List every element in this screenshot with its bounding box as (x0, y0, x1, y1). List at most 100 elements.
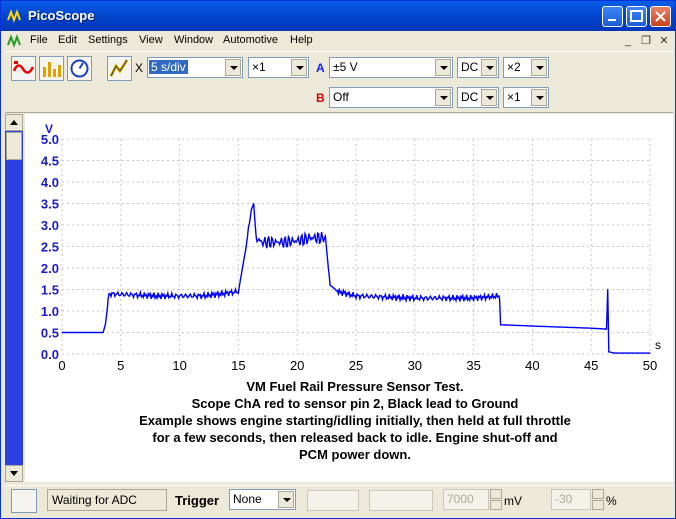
scroll-up-button[interactable] (5, 114, 23, 131)
menu-settings[interactable]: Settings (88, 34, 128, 46)
meter-mode-button[interactable] (67, 56, 92, 81)
channel-b-label: B (316, 91, 325, 105)
series-point (261, 241, 263, 243)
toolbar: X 5 s/div ×1 A ±5 V DC ×2 B Off DC (5, 51, 673, 113)
menu-automotive[interactable]: Automotive (223, 34, 279, 46)
menu-file[interactable]: File (30, 34, 48, 46)
mdi-minimize-icon[interactable]: _ (624, 35, 632, 47)
trigger-mode-select[interactable]: None (229, 489, 296, 510)
series-point (614, 352, 616, 354)
trigger-edge-select[interactable] (369, 490, 433, 511)
y-tick-label: 5.0 (41, 132, 59, 147)
chart-annotation-line: Scope ChA red to sensor pin 2, Black lea… (192, 396, 519, 411)
timebase-x-label: X (135, 61, 144, 75)
vertical-scrollbar[interactable] (5, 114, 23, 482)
series-point (649, 352, 651, 354)
auto-setup-button[interactable] (107, 56, 132, 81)
series-point (414, 297, 416, 299)
scope-plot-area[interactable]: 0 5 10 15 20 25 30 35 40 45 50 0.0 0.5 1.0 1.5 2.0 2.5 3.… (25, 114, 673, 482)
meter-dial-icon (70, 59, 89, 78)
series-point (61, 331, 63, 334)
channel-a-gain-select[interactable]: ×2 (503, 57, 549, 78)
spectrum-bars-icon (43, 62, 61, 77)
scope-mode-button[interactable] (11, 56, 36, 81)
menu-view[interactable]: View (139, 34, 163, 46)
series-point (500, 324, 502, 326)
spectrum-mode-button[interactable] (39, 56, 64, 81)
series-point (104, 323, 107, 325)
threshold-spinner[interactable] (490, 489, 502, 510)
y-tick-label: 1.5 (41, 283, 59, 298)
mdi-close-icon[interactable]: ✕ (659, 35, 669, 47)
y-tick-label: 3.5 (41, 197, 59, 212)
threshold-unit: mV (504, 494, 522, 508)
series-point (102, 331, 104, 334)
timebase-select[interactable]: 5 s/div (147, 57, 243, 78)
channel-b-gain-select[interactable]: ×1 (503, 87, 549, 108)
chevron-down-icon[interactable] (435, 89, 451, 106)
scroll-down-button[interactable] (5, 465, 23, 482)
adc-status: Waiting for ADC (47, 489, 167, 511)
chevron-down-icon[interactable] (481, 59, 497, 76)
x-tick-label: 40 (525, 358, 539, 373)
menu-bar: File Edit Settings View Window Automotiv… (1, 31, 675, 51)
menu-help[interactable]: Help (290, 34, 313, 46)
pretrigger-spinner[interactable] (592, 489, 604, 510)
trigger-channel-select[interactable] (307, 490, 359, 511)
picoscope-menu-icon[interactable] (7, 34, 23, 48)
x-tick-label: 20 (290, 358, 304, 373)
minimize-button[interactable] (602, 6, 623, 27)
picoscope-icon (7, 9, 21, 23)
chevron-down-icon[interactable] (531, 89, 547, 106)
series-point (324, 237, 327, 239)
channel-a-label: A (316, 61, 325, 75)
series-point (498, 295, 501, 297)
chevron-down-icon[interactable] (278, 491, 294, 508)
channel-a-coupling-select[interactable]: DC (457, 57, 499, 78)
series-point (108, 293, 110, 295)
y-tick-label: 0.0 (41, 347, 59, 362)
timebase-zoom-select[interactable]: ×1 (248, 57, 309, 78)
scope-chart: 0 5 10 15 20 25 30 35 40 45 50 0.0 0.5 1.0 1.5 2.0 2.5 3.… (41, 122, 661, 462)
mdi-restore-icon[interactable]: ❐ (641, 35, 651, 47)
chevron-down-icon[interactable] (291, 59, 307, 76)
x-tick-label: 15 (231, 358, 245, 373)
channel-b-range-select[interactable]: Off (329, 87, 453, 108)
chart-annotation-line: PCM power down. (299, 447, 411, 462)
channel-a-range-select[interactable]: ±5 V (329, 57, 453, 78)
series-point (255, 237, 257, 239)
close-button[interactable] (650, 6, 671, 27)
scroll-thumb[interactable] (6, 132, 22, 160)
chevron-down-icon[interactable] (481, 89, 497, 106)
y-tick-label: 1.0 (41, 304, 59, 319)
channel-b-coupling-select[interactable]: DC (457, 87, 499, 108)
y-axis-label: V (45, 122, 53, 136)
series-point (608, 351, 610, 353)
pretrigger-input[interactable]: -30 (551, 489, 591, 510)
title-bar[interactable]: PicoScope (1, 1, 675, 31)
trigger-mode-value: None (233, 492, 262, 506)
chevron-up-icon (10, 120, 18, 125)
menu-edit[interactable]: Edit (58, 34, 77, 46)
chevron-down-icon[interactable] (225, 59, 241, 76)
start-stop-button[interactable] (11, 489, 37, 513)
menu-window[interactable]: Window (174, 34, 214, 46)
x-tick-label: 25 (349, 358, 363, 373)
x-tick-label: 50 (643, 358, 657, 373)
x-tick-label: 10 (172, 358, 186, 373)
series-point (250, 209, 252, 211)
series-point (237, 291, 239, 293)
minimize-icon (608, 19, 616, 21)
timebase-value: 5 s/div (149, 60, 188, 74)
chevron-down-icon[interactable] (531, 59, 547, 76)
series-point (253, 202, 255, 205)
maximize-icon (630, 10, 643, 22)
window-title: PicoScope (28, 8, 95, 23)
trigger-threshold-input[interactable]: 7000 (443, 489, 489, 510)
series-point (155, 295, 157, 297)
series-line (62, 203, 650, 354)
chevron-down-icon[interactable] (435, 59, 451, 76)
series-point (202, 295, 204, 297)
maximize-button[interactable] (626, 6, 647, 27)
